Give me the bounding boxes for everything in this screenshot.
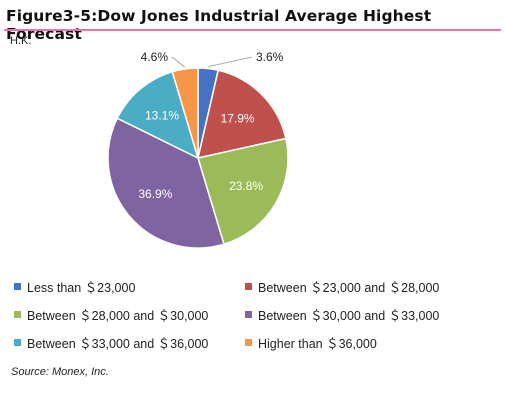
- slice-value-label: 13.1%: [145, 108, 179, 122]
- slice-value-label: 17.9%: [221, 112, 255, 126]
- slice-leader-line: [171, 56, 185, 68]
- title-underline: [4, 29, 501, 31]
- region-label: H.K.: [10, 35, 32, 47]
- slice-value-label: 4.6%: [141, 50, 169, 64]
- pie-slice: [197, 69, 287, 159]
- slice-value-label: 3.6%: [256, 50, 284, 64]
- slice-value-label: 36.9%: [138, 187, 172, 201]
- pie-slice: [116, 70, 200, 160]
- pie-slice: [197, 137, 289, 246]
- source-note: Source: Monex, Inc.: [11, 366, 109, 378]
- slice-leader-line: [208, 56, 253, 67]
- pie-slice: [107, 117, 225, 249]
- pie-slice: [171, 67, 199, 159]
- slice-value-label: 23.8%: [229, 179, 263, 193]
